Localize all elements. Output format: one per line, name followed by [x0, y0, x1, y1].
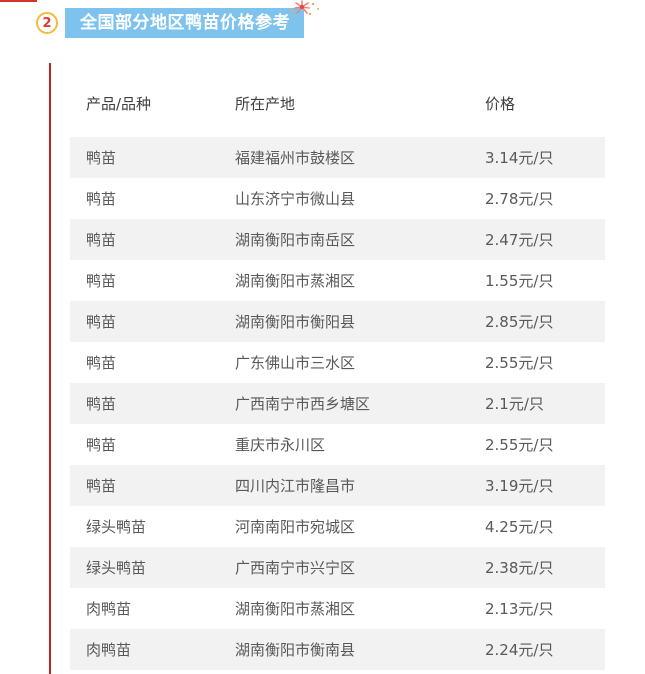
table-row: 绿头鸭苗 河南南阳市宛城区 4.25元/只 [70, 506, 605, 547]
cell-price: 4.25元/只 [485, 518, 554, 536]
table-row: 鸭苗 湖南衡阳市蒸湘区 1.55元/只 [70, 260, 605, 301]
cell-origin: 四川内江市隆昌市 [235, 477, 356, 495]
cell-product: 绿头鸭苗 [86, 518, 147, 536]
table-row: 鸭苗 四川内江市隆昌市 3.19元/只 [70, 465, 605, 506]
table-row: 鸭苗 广东佛山市三水区 2.55元/只 [70, 342, 605, 383]
cell-price: 2.1元/只 [485, 395, 544, 413]
table-row: 肉鸭苗 湖南衡阳市衡南县 2.24元/只 [70, 629, 605, 670]
cell-price: 2.55元/只 [485, 436, 554, 454]
cell-price: 2.38元/只 [485, 559, 554, 577]
cell-product: 肉鸭苗 [86, 641, 132, 659]
cell-product: 绿头鸭苗 [86, 559, 147, 577]
table-row: 鸭苗 福建福州市鼓楼区 3.14元/只 [70, 137, 605, 178]
section-title: 全国部分地区鸭苗价格参考 [80, 13, 290, 33]
table-row: 肉鸭苗 湖南衡阳市蒸湘区 2.13元/只 [70, 588, 605, 629]
cell-product: 鸭苗 [86, 272, 117, 290]
cell-origin: 福建福州市鼓楼区 [235, 149, 356, 167]
cell-product: 鸭苗 [86, 395, 117, 413]
table-row: 鸭苗 重庆市永川区 2.55元/只 [70, 424, 605, 465]
table-row: 鸭苗 广西南宁市西乡塘区 2.1元/只 [70, 383, 605, 424]
cell-origin: 广东佛山市三水区 [235, 354, 356, 372]
cell-origin: 湖南衡阳市蒸湘区 [235, 600, 356, 618]
cell-price: 3.14元/只 [485, 149, 554, 167]
cell-product: 鸭苗 [86, 190, 117, 208]
cell-product: 鸭苗 [86, 477, 117, 495]
left-red-rule [49, 63, 51, 674]
cell-price: 2.55元/只 [485, 354, 554, 372]
cell-price: 2.85元/只 [485, 313, 554, 331]
column-header-product: 产品/品种 [86, 95, 152, 113]
cell-price: 2.13元/只 [485, 600, 554, 618]
cell-origin: 湖南衡阳市南岳区 [235, 231, 356, 249]
cell-price: 1.55元/只 [485, 272, 554, 290]
cell-origin: 重庆市永川区 [235, 436, 326, 454]
cell-origin: 河南南阳市宛城区 [235, 518, 356, 536]
column-header-price: 价格 [485, 95, 516, 113]
top-edge-divider [0, 0, 37, 2]
cell-product: 肉鸭苗 [86, 600, 132, 618]
cell-price: 3.19元/只 [485, 477, 554, 495]
cell-origin: 广西南宁市西乡塘区 [235, 395, 371, 413]
cell-origin: 山东济宁市微山县 [235, 190, 356, 208]
cell-product: 鸭苗 [86, 231, 117, 249]
section-title-banner: 全国部分地区鸭苗价格参考 [65, 8, 304, 38]
cell-origin: 广西南宁市兴宁区 [235, 559, 356, 577]
cell-product: 鸭苗 [86, 149, 117, 167]
cell-price: 2.47元/只 [485, 231, 554, 249]
cell-product: 鸭苗 [86, 354, 117, 372]
table-row: 鸭苗 湖南衡阳市衡阳县 2.85元/只 [70, 301, 605, 342]
firework-icon [282, 0, 322, 22]
price-table: 产品/品种 所在产地 价格 鸭苗 福建福州市鼓楼区 3.14元/只 鸭苗 山东济… [70, 85, 605, 670]
cell-origin: 湖南衡阳市衡阳县 [235, 313, 356, 331]
cell-price: 2.78元/只 [485, 190, 554, 208]
table-row: 鸭苗 湖南衡阳市南岳区 2.47元/只 [70, 219, 605, 260]
cell-product: 鸭苗 [86, 436, 117, 454]
table-header-row: 产品/品种 所在产地 价格 [70, 85, 605, 137]
section-number-badge: 2 [36, 12, 58, 34]
table-row: 绿头鸭苗 广西南宁市兴宁区 2.38元/只 [70, 547, 605, 588]
cell-origin: 湖南衡阳市衡南县 [235, 641, 356, 659]
column-header-origin: 所在产地 [235, 95, 296, 113]
cell-price: 2.24元/只 [485, 641, 554, 659]
cell-origin: 湖南衡阳市蒸湘区 [235, 272, 356, 290]
table-row: 鸭苗 山东济宁市微山县 2.78元/只 [70, 178, 605, 219]
cell-product: 鸭苗 [86, 313, 117, 331]
